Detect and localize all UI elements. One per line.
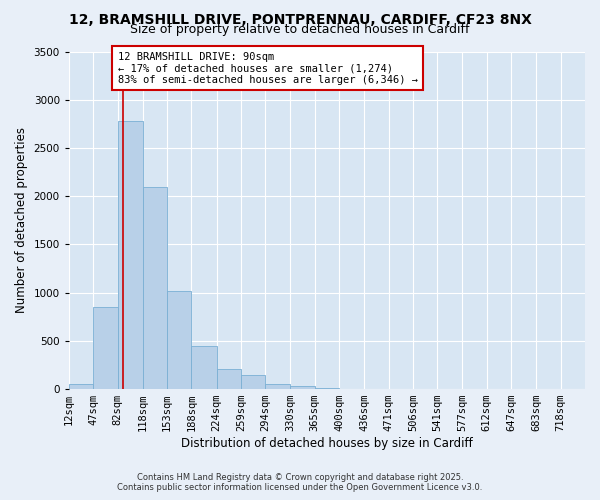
X-axis label: Distribution of detached houses by size in Cardiff: Distribution of detached houses by size … bbox=[181, 437, 473, 450]
Bar bbox=[191, 346, 217, 389]
Bar bbox=[241, 375, 265, 389]
Bar bbox=[143, 186, 167, 389]
Bar bbox=[93, 307, 118, 389]
Text: 12 BRAMSHILL DRIVE: 90sqm
← 17% of detached houses are smaller (1,274)
83% of se: 12 BRAMSHILL DRIVE: 90sqm ← 17% of detac… bbox=[118, 52, 418, 84]
Y-axis label: Number of detached properties: Number of detached properties bbox=[15, 128, 28, 314]
Text: Size of property relative to detached houses in Cardiff: Size of property relative to detached ho… bbox=[130, 22, 470, 36]
Bar bbox=[290, 386, 315, 389]
Bar bbox=[315, 388, 339, 389]
Bar bbox=[118, 121, 143, 389]
Text: Contains HM Land Registry data © Crown copyright and database right 2025.
Contai: Contains HM Land Registry data © Crown c… bbox=[118, 473, 482, 492]
Text: 12, BRAMSHILL DRIVE, PONTPRENNAU, CARDIFF, CF23 8NX: 12, BRAMSHILL DRIVE, PONTPRENNAU, CARDIF… bbox=[68, 12, 532, 26]
Bar bbox=[265, 384, 290, 389]
Bar bbox=[167, 290, 191, 389]
Bar bbox=[217, 370, 241, 389]
Bar bbox=[69, 384, 93, 389]
